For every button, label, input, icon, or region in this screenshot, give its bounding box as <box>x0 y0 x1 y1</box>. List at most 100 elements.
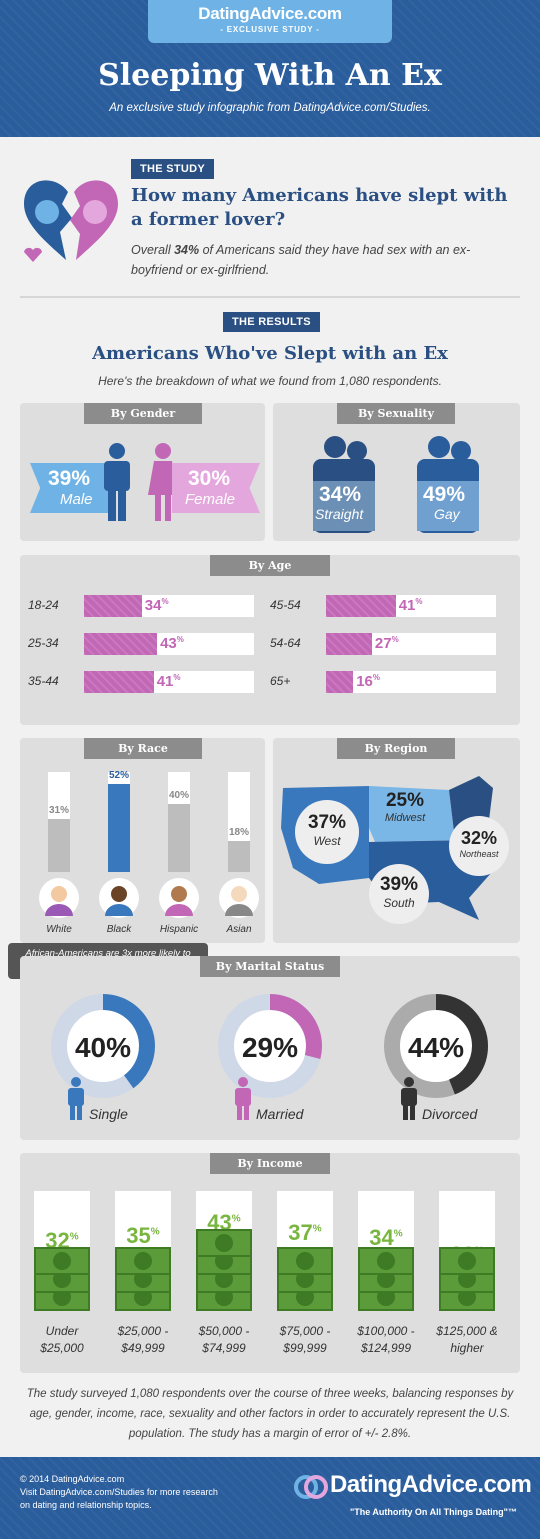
age-row-label: 18-24 <box>28 598 59 612</box>
methodology-text: The study surveyed 1,080 respondents ove… <box>26 1388 514 1440</box>
income-value: 34% <box>369 1224 403 1250</box>
results-subtitle: Here's the breakdown of what we found fr… <box>98 374 442 388</box>
footer-tagline: "The Authority On All Things Dating"™ <box>350 1507 517 1517</box>
age-bar-fill <box>84 671 154 693</box>
male-ribbon <box>30 463 115 513</box>
brand-name: DatingAdvice.com <box>198 4 342 23</box>
age-bar-track: 43% <box>84 633 254 655</box>
age-bar-fill <box>326 595 396 617</box>
northeast-pct: 32% <box>460 828 498 848</box>
female-label: Female <box>185 491 236 508</box>
gender-title: By Gender <box>84 403 202 424</box>
results-tag: THE RESULTS <box>223 312 320 332</box>
northeast-bubble: 32% Northeast <box>449 816 509 876</box>
brand-badge[interactable]: DatingAdvice.com - EXCLUSIVE STUDY - <box>148 0 392 43</box>
straight-ribbon <box>313 481 375 531</box>
age-bar-track: 41% <box>84 671 254 693</box>
page-title: Sleeping With An Ex <box>98 58 442 93</box>
region-title: By Region <box>337 738 455 759</box>
male-label: Male <box>60 491 93 508</box>
gender-panel: By Gender 39% Male 30% Female <box>20 403 265 541</box>
age-bar-fill <box>326 671 354 693</box>
age-bar-track: 27% <box>326 633 496 655</box>
person-avatar <box>219 878 259 918</box>
region-panel: By Region 37% West 25% Midwest 32% North… <box>273 738 520 943</box>
age-bar-fill <box>84 595 142 617</box>
study-tag: THE STUDY <box>131 159 215 179</box>
midwest-label-group: 25% Midwest <box>377 790 433 830</box>
male-icon <box>100 443 134 528</box>
broken-heart-icon <box>20 172 120 267</box>
age-row-label: 35-44 <box>28 674 59 688</box>
sexuality-panel: By Sexuality 34% Straight 49% Gay <box>273 403 520 541</box>
age-row-label: 54-64 <box>270 636 301 650</box>
female-pct: 30% <box>188 467 231 490</box>
age-bar-track: 16% <box>326 671 496 693</box>
gay-label: Gay <box>434 506 460 522</box>
income-panel: By Income 32% Under $25,000 35% $25,000 - $… <box>20 1153 520 1373</box>
marital-pct: 44% <box>407 1032 465 1063</box>
race-column <box>108 772 130 872</box>
marital-title: By Marital Status <box>200 956 340 977</box>
male-pct: 39% <box>48 467 91 490</box>
study-desc-post: of Americans said they have had sex with… <box>131 243 471 277</box>
money-icon <box>34 1247 90 1275</box>
age-bar-value: 41% <box>156 673 181 690</box>
midwest-label: Midwest <box>384 812 426 824</box>
marital-label: Married <box>256 1106 304 1122</box>
age-bar-value: 43% <box>160 635 184 652</box>
race-bar-value: 52% <box>108 769 129 781</box>
race-column <box>228 772 250 872</box>
person-avatar <box>39 878 79 918</box>
person-icon <box>65 1076 87 1125</box>
age-row-label: 65+ <box>270 674 291 688</box>
study-question: How many Americans have slept with a for… <box>131 185 508 230</box>
income-value: 35% <box>126 1223 160 1248</box>
money-icon <box>196 1229 252 1257</box>
race-column <box>48 772 70 872</box>
straight-label: Straight <box>315 506 364 522</box>
straight-pct: 34% <box>319 483 362 506</box>
age-bar-fill <box>84 633 158 655</box>
south-bubble: 39% South <box>369 864 429 924</box>
gay-ribbon <box>417 481 479 531</box>
logo-icon <box>294 1471 328 1510</box>
person-avatar <box>99 878 139 918</box>
race-bar-fill <box>168 804 190 872</box>
race-bar-value: 18% <box>228 827 249 839</box>
race-label: Asian <box>226 924 252 935</box>
female-icon <box>146 443 180 528</box>
footer-brand[interactable]: DatingAdvice.com <box>330 1471 532 1498</box>
race-label: Hispanic <box>159 924 199 935</box>
sexuality-title: By Sexuality <box>337 403 455 424</box>
marital-ring <box>49 992 157 1100</box>
race-column <box>168 772 190 872</box>
west-bubble: 37% West <box>295 800 359 864</box>
income-title: By Income <box>210 1153 330 1174</box>
age-row-label: 25-34 <box>28 636 59 650</box>
person-icon <box>398 1076 420 1125</box>
race-bar-fill <box>48 819 70 872</box>
money-icon <box>439 1247 495 1275</box>
income-label: $125,000 & higher <box>436 1324 498 1355</box>
marital-ring <box>216 992 324 1100</box>
income-label: Under $25,000 <box>40 1324 84 1355</box>
person-icon <box>232 1076 254 1125</box>
page-subtitle: An exclusive study infographic from Dati… <box>109 102 431 114</box>
income-label: $50,000 - $74,999 <box>198 1324 250 1355</box>
gay-pct: 49% <box>423 483 466 506</box>
marital-label: Single <box>89 1106 128 1122</box>
marital-pct: 29% <box>241 1032 299 1063</box>
age-bar-value: 41% <box>398 597 423 614</box>
age-bar-value: 27% <box>374 635 399 652</box>
section-divider <box>20 296 520 298</box>
age-bar-track: 34% <box>84 595 254 617</box>
west-label: West <box>313 834 341 848</box>
female-ribbon <box>172 463 260 513</box>
exclusive-label: - EXCLUSIVE STUDY - <box>220 25 320 34</box>
study-desc-pre: Overall <box>131 243 175 257</box>
south-pct: 39% <box>379 874 419 895</box>
footer-visit[interactable]: Visit DatingAdvice.com/Studies for more … <box>20 1487 218 1510</box>
race-label: Black <box>106 924 132 935</box>
age-bar-fill <box>326 633 372 655</box>
